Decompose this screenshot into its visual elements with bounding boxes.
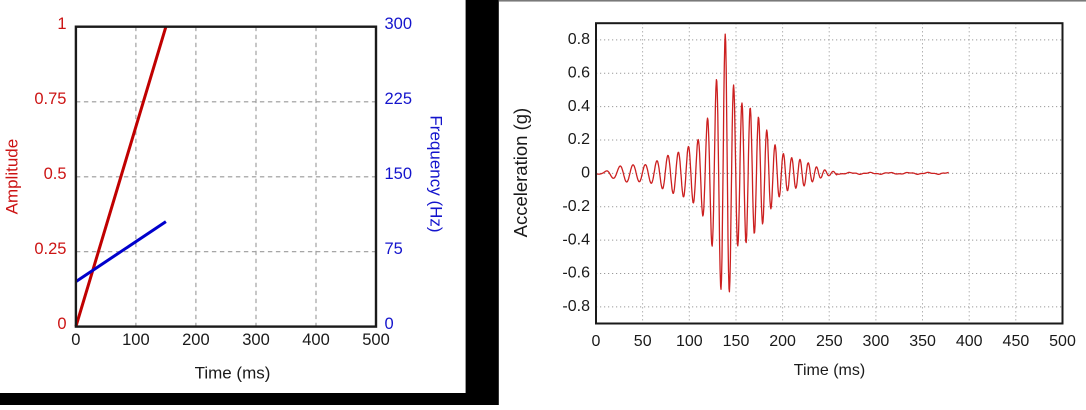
svg-text:225: 225 [385,90,413,108]
svg-text:0: 0 [57,315,66,333]
svg-text:350: 350 [909,333,936,350]
svg-text:0: 0 [71,331,80,349]
svg-text:200: 200 [182,331,210,349]
svg-text:100: 100 [122,331,150,349]
svg-text:400: 400 [956,333,983,350]
svg-text:300: 300 [863,333,890,350]
svg-text:0: 0 [581,165,590,182]
svg-text:0.5: 0.5 [44,165,67,183]
svg-text:200: 200 [769,333,796,350]
svg-text:Time (ms): Time (ms) [794,362,865,379]
svg-text:400: 400 [302,331,330,349]
svg-text:50: 50 [634,333,652,350]
svg-text:250: 250 [816,333,843,350]
svg-text:-0.6: -0.6 [562,265,590,282]
svg-text:300: 300 [385,15,413,33]
svg-text:0.2: 0.2 [568,131,590,148]
svg-text:150: 150 [385,165,413,183]
svg-text:0.4: 0.4 [568,98,590,115]
svg-text:300: 300 [242,331,270,349]
svg-text:0.75: 0.75 [34,90,66,108]
svg-text:Acceleration (g): Acceleration (g) [510,108,531,238]
svg-text:Amplitude: Amplitude [3,139,22,215]
svg-text:-0.4: -0.4 [562,231,590,248]
svg-text:0: 0 [592,333,601,350]
svg-text:0.6: 0.6 [568,65,590,82]
svg-text:-0.2: -0.2 [562,198,590,215]
svg-text:450: 450 [1003,333,1030,350]
svg-text:Frequency (Hz): Frequency (Hz) [427,115,446,232]
svg-text:1: 1 [57,15,66,33]
svg-text:100: 100 [676,333,703,350]
svg-text:500: 500 [1049,333,1076,350]
svg-text:500: 500 [362,331,390,349]
svg-text:0.8: 0.8 [568,31,590,48]
svg-text:-0.8: -0.8 [562,298,590,315]
svg-text:75: 75 [385,240,403,258]
svg-text:0.25: 0.25 [34,240,66,258]
svg-text:0: 0 [385,315,394,333]
svg-text:150: 150 [723,333,750,350]
svg-text:Time (ms): Time (ms) [195,364,271,383]
